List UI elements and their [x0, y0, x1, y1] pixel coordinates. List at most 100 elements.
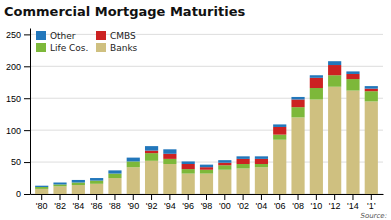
tick: 50	[11, 157, 30, 167]
tick-mark	[279, 194, 280, 200]
bar-segment	[346, 74, 359, 79]
tick-mark	[169, 194, 170, 200]
bar-segment	[127, 167, 140, 194]
bar-segment	[291, 100, 304, 108]
tick-mark	[206, 194, 207, 200]
bar-segment	[291, 107, 304, 117]
grid	[30, 34, 383, 194]
tick: '94	[164, 194, 176, 211]
tick-label: 250	[6, 30, 21, 40]
legend-label: Other	[50, 31, 76, 41]
tick: '92	[146, 194, 158, 211]
bar-segment	[72, 183, 85, 186]
tick-mark	[133, 194, 134, 200]
bar-segment	[310, 75, 323, 78]
tick-label: '00	[219, 201, 231, 211]
tick: '10	[310, 194, 322, 211]
bar-segment	[255, 156, 268, 159]
tick-label: '92	[146, 201, 158, 211]
series	[35, 61, 378, 187]
bar-segment	[108, 174, 121, 178]
tick-mark	[224, 194, 225, 200]
bar-segment	[163, 164, 176, 194]
bar-segment	[328, 65, 341, 75]
bar-segment	[255, 159, 268, 164]
bar-segment	[328, 75, 341, 86]
tick: '90	[127, 194, 139, 211]
tick-label: '1’	[367, 201, 376, 211]
legend-item: Banks	[96, 43, 138, 53]
tick-mark	[41, 194, 42, 200]
tick-label: '90	[127, 201, 139, 211]
tick: '12	[329, 194, 341, 211]
bar-segment	[273, 140, 286, 194]
bar-segment	[90, 181, 103, 184]
tick: '08	[292, 194, 304, 211]
bar-segment	[182, 174, 195, 194]
y-axis: 050100150200250	[6, 29, 31, 200]
bar-segment	[182, 161, 195, 164]
tick-mark	[24, 66, 30, 67]
bar-segment	[365, 89, 378, 92]
bar-segment	[346, 91, 359, 194]
tick-mark	[78, 194, 79, 200]
bar-segment	[200, 174, 213, 194]
bar-segment	[53, 184, 66, 186]
bar-segment	[163, 159, 176, 164]
bar-segment	[365, 101, 378, 194]
tick: '04	[256, 194, 268, 211]
bar-segment	[145, 146, 158, 150]
tick-label: '80	[36, 201, 48, 211]
tick-mark	[243, 194, 244, 200]
bar-segment	[35, 189, 48, 194]
tick: '82	[54, 194, 66, 211]
tick: '96	[182, 194, 194, 211]
bar-segment	[53, 183, 66, 185]
bar-segment	[346, 79, 359, 90]
bar-segment	[200, 165, 213, 168]
bar-segment	[145, 151, 158, 154]
tick-label: '10	[310, 201, 322, 211]
tick-label: '14	[347, 201, 359, 211]
series	[35, 75, 378, 189]
tick-mark	[188, 194, 189, 200]
bar-segment	[237, 168, 250, 194]
bar-segment	[218, 170, 231, 194]
tick-mark	[24, 162, 30, 163]
tick-mark	[352, 194, 353, 200]
tick: '00	[219, 194, 231, 211]
tick-label: '86	[91, 201, 103, 211]
bar-segment	[127, 161, 140, 167]
bar-segment	[273, 127, 286, 135]
bar-segment	[218, 160, 231, 163]
bar-segment	[365, 86, 378, 89]
tick-label: '04	[256, 201, 268, 211]
legend-item: Life Cos.	[36, 43, 88, 53]
axis-line	[30, 29, 31, 195]
bar-segment	[35, 186, 48, 187]
bar-segment	[291, 97, 304, 100]
bar-segment	[72, 185, 85, 194]
tick-mark	[334, 194, 335, 200]
bar-segment	[310, 78, 323, 88]
bar-segment	[53, 186, 66, 194]
legend-label: Banks	[110, 43, 138, 53]
tick-label: 100	[6, 126, 21, 136]
legend-swatch	[96, 43, 106, 52]
series	[35, 87, 378, 194]
chart: '80'82'84'86'88'90'92'94'96'98'00'02'04'…	[0, 0, 391, 220]
tick: '1’	[367, 194, 376, 211]
legend-item: Other	[36, 31, 76, 41]
bar-segment	[90, 184, 103, 194]
bar-segment	[273, 135, 286, 140]
legend-swatch	[36, 31, 46, 40]
bar-segment	[145, 161, 158, 194]
tick: '88	[109, 194, 121, 211]
tick-mark	[316, 194, 317, 200]
legend: OtherCMBSLife Cos.Banks	[36, 31, 138, 53]
bar-segment	[237, 164, 250, 168]
tick: '86	[91, 194, 103, 211]
bar-segment	[346, 71, 359, 74]
tick-label: '82	[54, 201, 66, 211]
bar-segment	[310, 88, 323, 99]
